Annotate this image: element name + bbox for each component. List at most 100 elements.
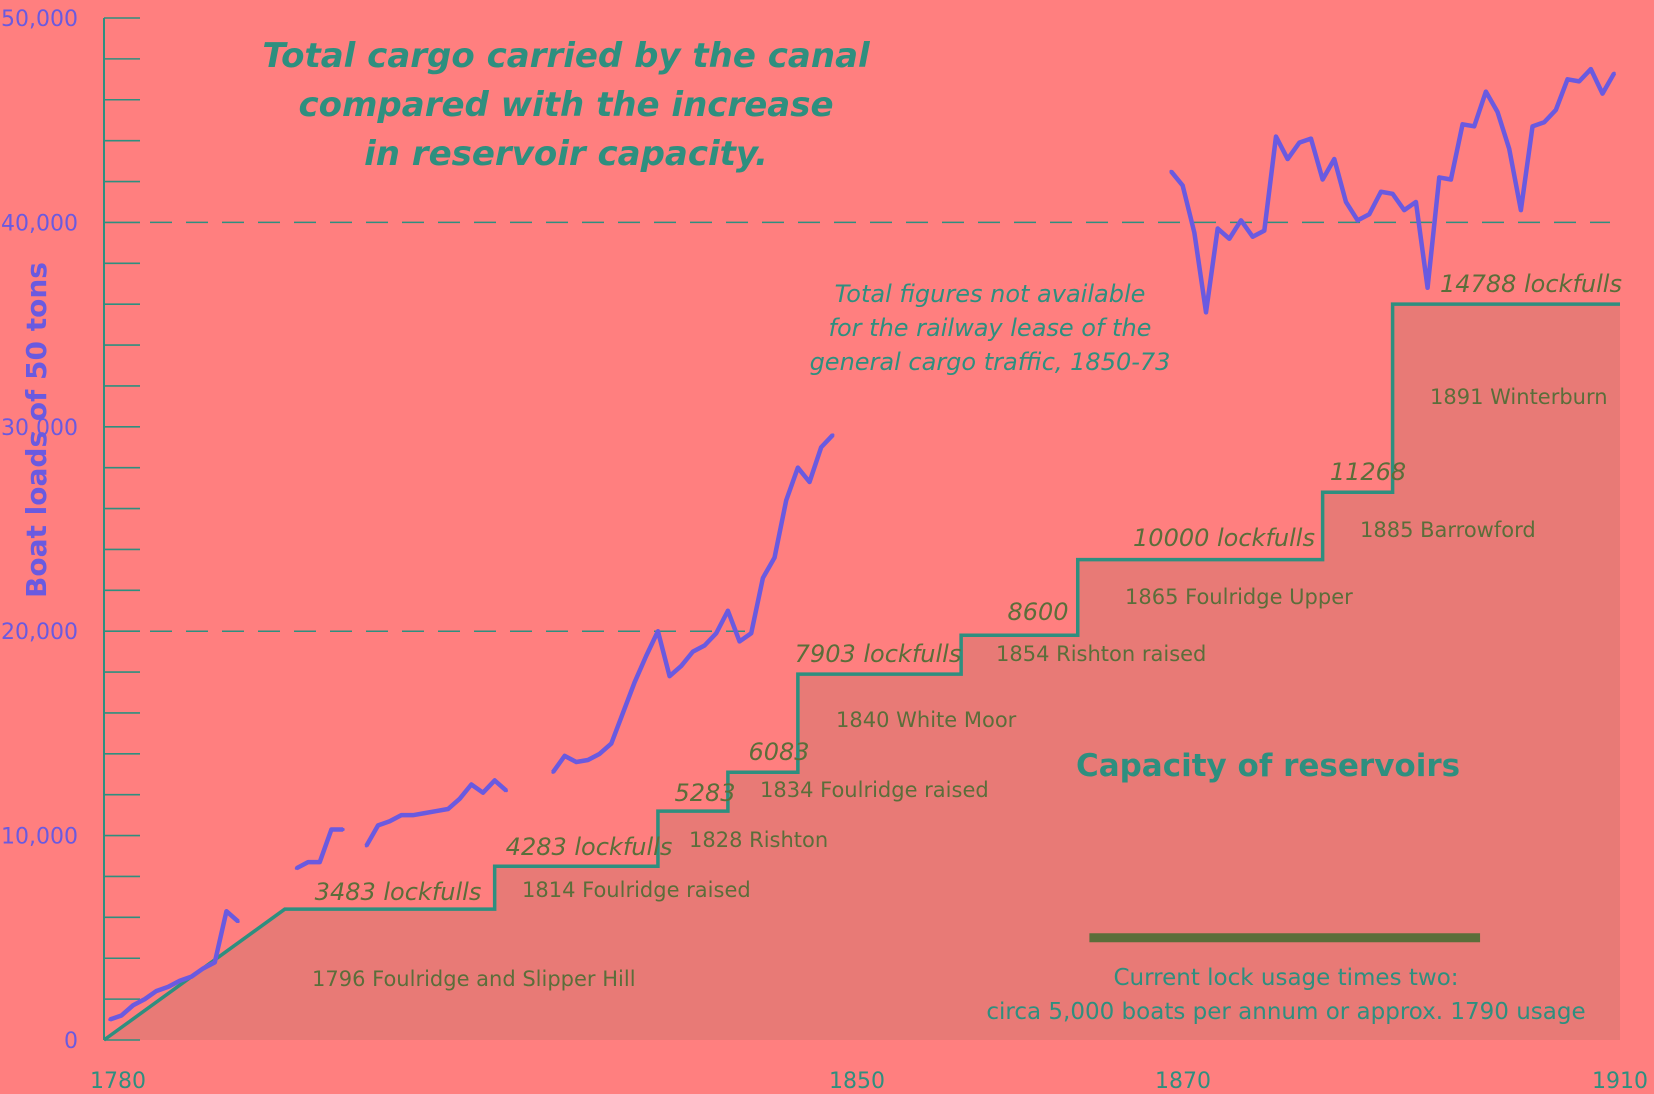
volume-label: 14788 lockfulls: [1440, 270, 1622, 298]
cargo-line-segment: [551, 433, 835, 774]
x-tick-label: 1910: [1592, 1069, 1648, 1094]
cargo-series: [108, 66, 1617, 1022]
chart-title-line-3: in reservoir capacity.: [364, 134, 768, 174]
cargo-point: [388, 819, 392, 823]
cargo-point: [213, 960, 217, 964]
cargo-point: [341, 827, 345, 832]
y-tick-label: 40,000: [1, 211, 78, 236]
cargo-point: [807, 480, 812, 484]
y-tick-label: 30,000: [1, 416, 78, 441]
volume-label: 8600: [1007, 598, 1068, 626]
cargo-line-segment: [364, 778, 508, 847]
cargo-point: [714, 631, 718, 635]
cargo-point: [1356, 218, 1360, 222]
y-tick-label: 10,000: [1, 825, 78, 850]
cargo-point: [761, 576, 765, 580]
cargo-point: [1216, 226, 1220, 231]
cargo-point: [1449, 177, 1453, 182]
cargo-point: [656, 629, 660, 633]
volume-label: 11268: [1330, 458, 1406, 486]
cargo-point: [364, 844, 368, 848]
cargo-point: [1589, 67, 1593, 71]
volume-label: 10000 lockfulls: [1133, 524, 1315, 552]
capacity-step-line: [102, 302, 1620, 1042]
cargo-point: [1309, 136, 1313, 141]
x-tick-label: 1780: [90, 1069, 146, 1094]
cargo-point: [131, 1003, 135, 1007]
cargo-point: [1286, 157, 1290, 161]
cargo-point: [621, 711, 625, 715]
cargo-point: [1251, 235, 1255, 239]
cargo-point: [644, 654, 648, 658]
cargo-point: [469, 782, 473, 787]
annotation-line-3: general cargo traffic, 1850-73: [810, 348, 1171, 376]
cargo-point: [1391, 192, 1395, 196]
axes: 50,000 40,000 30,000 20,000 10,000 0 1780 1850 1…: [1, 7, 1648, 1094]
cargo-point: [446, 807, 450, 811]
cargo-point: [1437, 175, 1441, 180]
usage-line-2: circa 5,000 boats per annum or approx. 1…: [986, 999, 1585, 1025]
cargo-point: [1577, 79, 1581, 83]
volume-label: 7903 lockfulls: [795, 640, 962, 668]
cargo-point: [1262, 228, 1266, 233]
cargo-point: [1414, 200, 1418, 204]
cargo-point: [1507, 147, 1511, 151]
cargo-point: [1344, 200, 1348, 204]
cargo-point: [504, 789, 508, 793]
y-tick-label: 50,000: [1, 7, 78, 32]
cargo-point: [166, 985, 170, 989]
cargo-point: [667, 674, 672, 678]
cargo-point: [1367, 212, 1371, 216]
cargo-point: [1530, 124, 1535, 128]
plot-area: [102, 302, 1620, 1042]
volume-label: 6083: [748, 738, 809, 766]
usage-line-1: Current lock usage times two:: [1113, 965, 1458, 991]
cargo-point: [224, 909, 229, 913]
capacity-label: Capacity of reservoirs: [1076, 748, 1460, 784]
reservoir-label: 1834 Foulridge raised: [760, 778, 989, 802]
cargo-point: [1204, 310, 1208, 314]
cargo-point: [726, 609, 730, 613]
cargo-point: [143, 997, 147, 1001]
cargo-point: [154, 989, 159, 993]
cargo-point: [119, 1013, 124, 1018]
cargo-point: [1495, 110, 1500, 114]
cargo-point: [1192, 231, 1196, 235]
cargo-point: [1565, 77, 1570, 81]
cargo-point: [679, 664, 683, 668]
cargo-point: [399, 813, 403, 817]
annotation-line-2: for the railway lease of the: [829, 314, 1152, 342]
cargo-point: [1612, 71, 1616, 75]
cargo-point: [691, 650, 695, 654]
reservoir-label: 1865 Foulridge Upper: [1125, 585, 1353, 609]
cargo-point: [189, 975, 194, 979]
cargo-point: [1484, 89, 1488, 94]
cargo-point: [551, 770, 555, 774]
cargo-point: [411, 813, 415, 817]
volume-label: 4283 lockfulls: [506, 833, 673, 861]
cargo-point: [434, 809, 438, 813]
gridlines: [150, 221, 1610, 632]
cargo-point: [294, 866, 299, 870]
cargo-point: [423, 811, 427, 815]
cargo-point: [1600, 92, 1605, 96]
cargo-point: [737, 639, 742, 644]
capacity-area-fill: [104, 304, 1620, 1040]
reservoir-label: 1840 White Moor: [836, 708, 1017, 732]
cargo-point: [1181, 184, 1185, 188]
annotation-line-1: Total figures not available: [835, 280, 1146, 308]
reservoir-label: 1828 Rishton: [689, 828, 828, 852]
cargo-point: [1402, 208, 1406, 212]
cargo-point: [329, 827, 333, 832]
cargo-point: [633, 680, 637, 684]
cargo-point: [574, 760, 578, 764]
cargo-point: [376, 823, 380, 827]
cargo-point: [1169, 169, 1173, 173]
reservoir-label: 1796 Foulridge and Slipper Hill: [312, 967, 636, 991]
cargo-point: [1332, 157, 1336, 161]
cargo-point: [1379, 190, 1383, 194]
cargo-point: [819, 445, 823, 449]
cargo-point: [1227, 237, 1231, 241]
cargo-point: [749, 631, 753, 635]
